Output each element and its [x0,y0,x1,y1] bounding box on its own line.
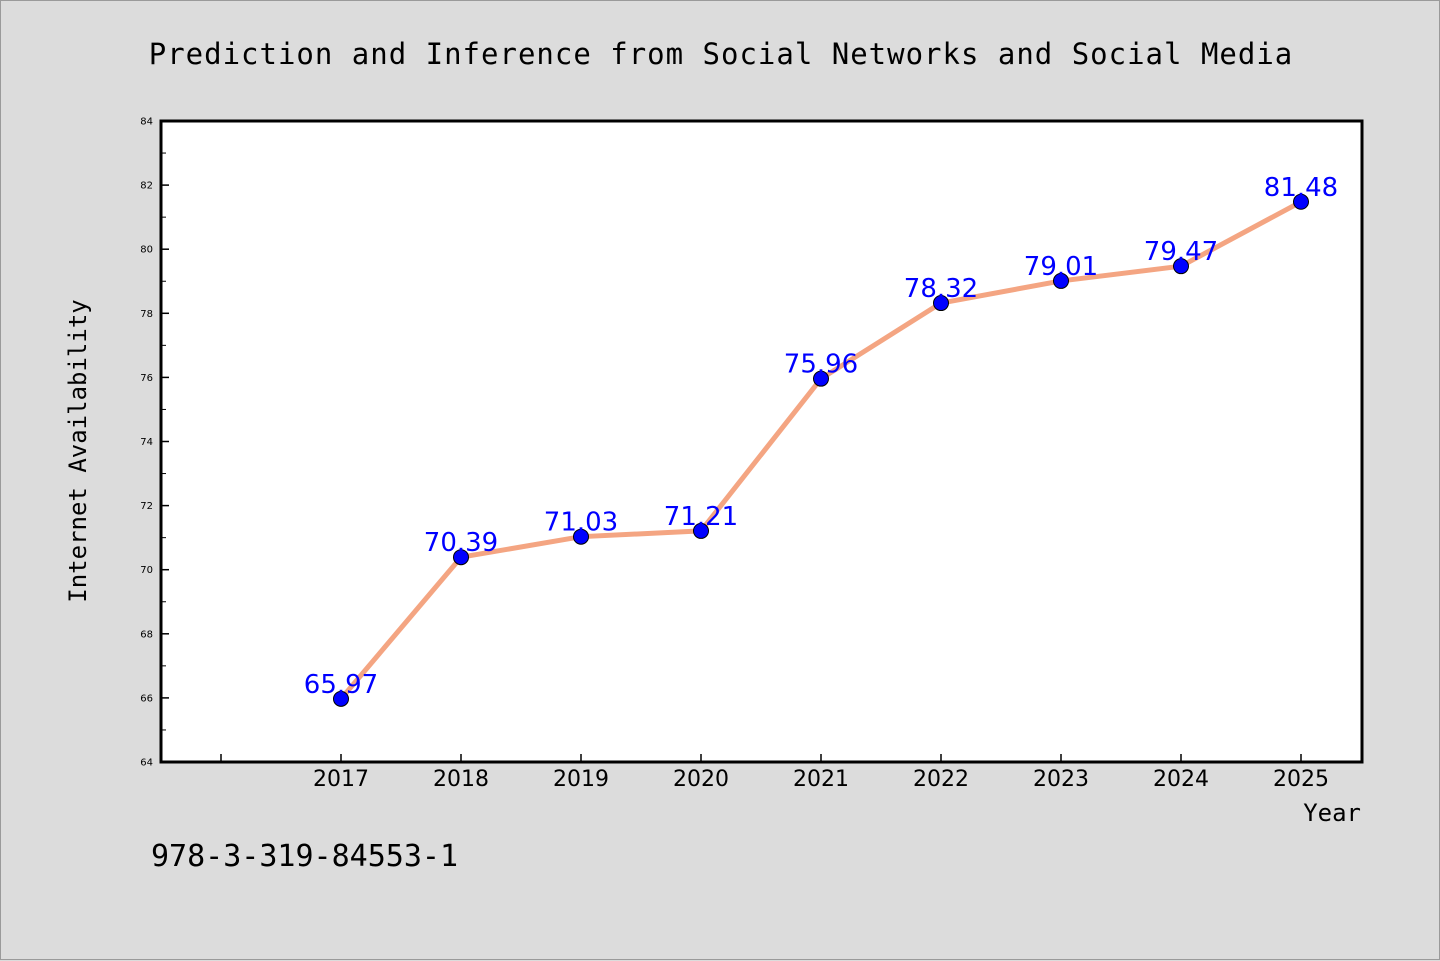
x-tick-label: 2018 [433,767,489,792]
chart-title: Prediction and Inference from Social Net… [149,37,1294,71]
data-point [1173,258,1189,275]
y-tick-label: 80 [140,245,153,256]
y-tick-label: 82 [140,181,153,192]
data-label: 70.39 [424,528,498,558]
plot-border [159,119,1364,764]
data-point [1053,272,1069,289]
data-labels: 65.97 70.39 71.03 71.21 75.96 78.32 79.01 79.47… [304,173,1338,700]
data-label: 78.32 [904,274,978,304]
y-tick-label: 74 [140,437,153,448]
plot-area [161,121,1362,762]
data-label: 75.96 [784,350,858,380]
x-tick-label: 2022 [913,767,969,792]
data-label: 65.97 [304,670,378,700]
y-tick-label: 68 [140,629,153,640]
x-tick-label: 2020 [673,767,729,792]
y-tick-label: 76 [140,373,153,384]
data-label: 81.48 [1264,173,1338,203]
x-tick-label: 2023 [1033,767,1089,792]
data-point [693,522,709,539]
y-tick-label: 78 [140,309,153,320]
data-point [573,528,589,545]
y-tick-label: 84 [140,117,153,128]
x-tick-labels: 2017 2018 2019 2020 2021 2022 2023 2024 2025 [313,767,1329,792]
y-tick-labels: 64 66 68 70 72 74 76 78 80 82 84 [140,117,153,769]
data-point [453,549,469,566]
data-point [1293,193,1309,210]
data-point [333,690,349,707]
x-axis-label: Year [1303,799,1361,827]
x-tick-label: 2021 [793,767,849,792]
data-label: 79.01 [1024,252,1098,282]
y-tick-label: 70 [140,565,153,576]
y-tick-label: 72 [140,501,153,512]
data-label: 71.21 [664,502,738,532]
y-axis-label: Internet Availability [64,299,92,602]
x-tick-label: 2019 [553,767,609,792]
data-label: 79.47 [1144,237,1218,267]
y-tick-label: 64 [140,758,153,769]
x-tick-label: 2017 [313,767,369,792]
data-label: 71.03 [544,508,618,538]
series-group [333,193,1309,707]
x-tick-label: 2025 [1273,767,1329,792]
data-point [813,370,829,387]
y-tick-label: 66 [140,693,153,704]
x-tick-label: 2024 [1153,767,1209,792]
data-point [933,295,949,312]
isbn-text: 978-3-319-84553-1 [151,839,458,874]
